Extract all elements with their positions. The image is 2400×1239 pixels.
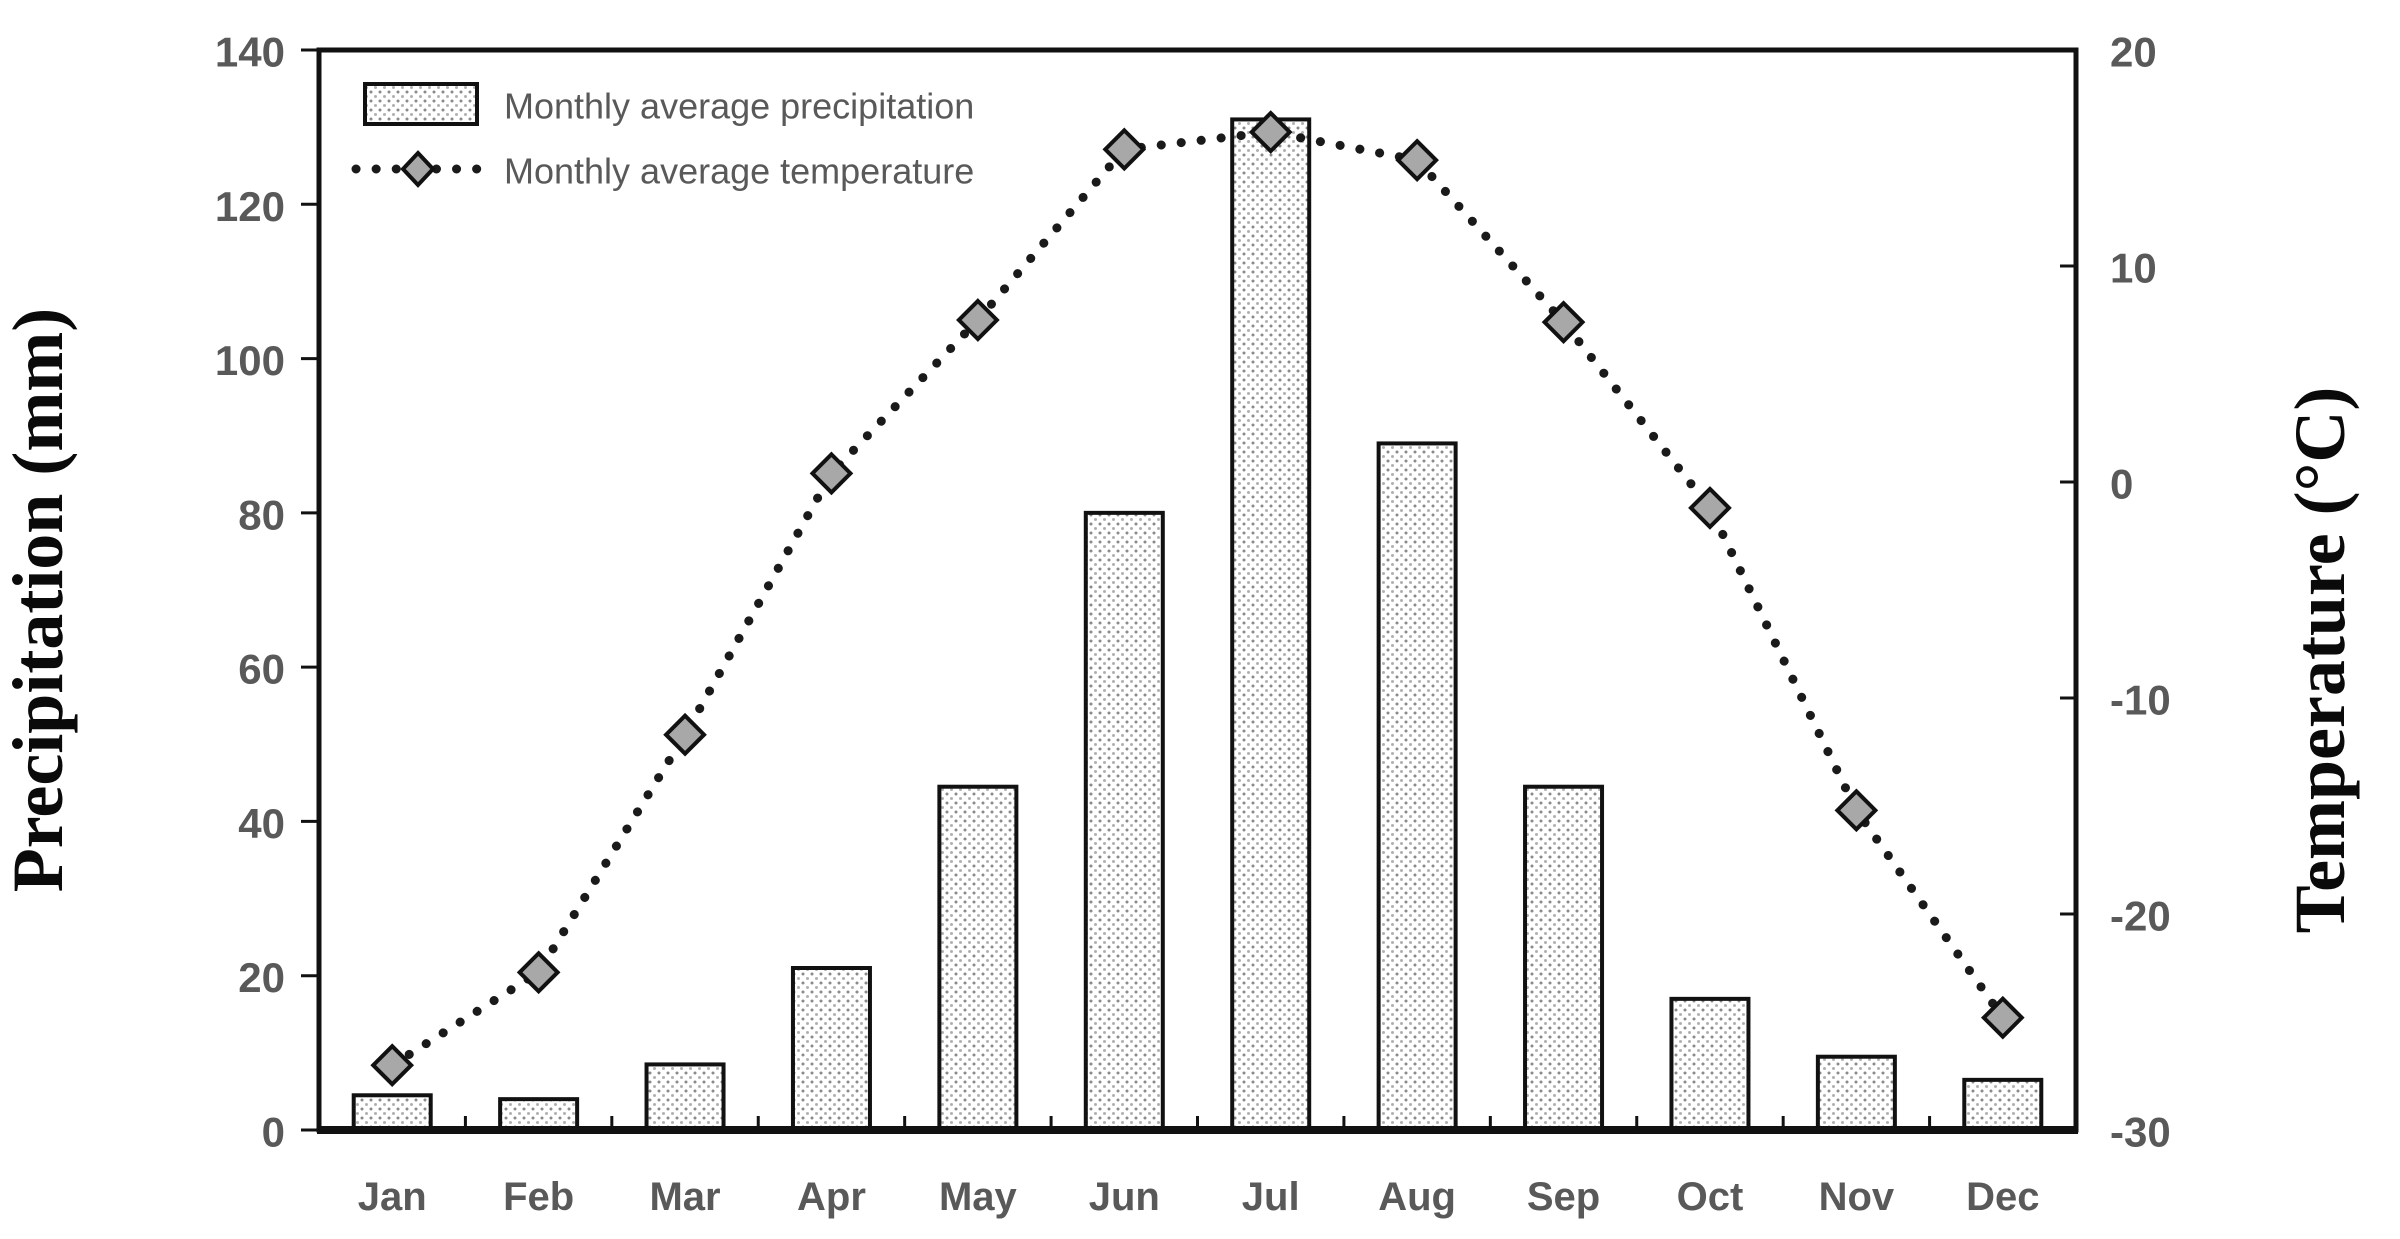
marker-jan [370,1043,415,1088]
marker-dec [1980,995,2025,1040]
left-axis-title: Precipitation (mm) [0,308,78,893]
left-axis-tick-label: 140 [215,29,285,76]
marker-aug [1395,138,1439,182]
marker-apr [809,451,854,496]
legend-precipitation-swatch [363,82,479,126]
x-tick-label-oct: Oct [1677,1175,1744,1219]
marker-oct [1688,486,1732,530]
axes [301,47,2079,1134]
legend-temperature-label: Monthly average temperature [504,151,974,192]
left-axis-tick-label: 0 [262,1109,285,1156]
right-axis-tick-label: -10 [2110,677,2171,724]
bar-dec [1962,1077,2044,1133]
right-axis-tick-label: 0 [2110,461,2133,508]
x-tick-label-jul: Jul [1242,1175,1300,1219]
left-axis-tick-label: 100 [215,337,285,384]
plot-border [316,47,2079,1133]
bar-series-precipitation [351,117,2044,1133]
x-tick-label-dec: Dec [1966,1175,2039,1219]
x-tick-label-jun: Jun [1089,1175,1160,1219]
right-axis-tick-label: 20 [2110,29,2157,76]
left-axis-tick-label: 120 [215,183,285,230]
bar-feb [498,1097,580,1132]
bar-may [937,784,1019,1132]
marker-jun [1102,127,1147,172]
bar-jan [351,1093,433,1133]
x-tick-label-apr: Apr [797,1175,866,1219]
legend-temperature-diamond-icon [400,150,436,188]
marker-may [956,298,1000,342]
legend-precipitation-label: Monthly average precipitation [504,86,974,127]
marker-feb [516,950,561,995]
x-tick-label-sep: Sep [1527,1175,1600,1219]
right-axis-title: Temperature (°C) [2280,387,2360,934]
x-tick-label-nov: Nov [1819,1175,1895,1219]
x-tick-label-feb: Feb [503,1175,574,1219]
left-axis-tick-label: 60 [238,646,285,693]
bar-sep [1523,784,1605,1132]
bar-nov [1815,1054,1897,1132]
line-series-temperature [370,110,2025,1088]
x-tick-label-may: May [939,1175,1018,1219]
legend: Monthly average precipitation Monthly av… [351,82,974,192]
axis-labels: 0 20 40 60 80 100 120 140 -30 -20 -10 0 10 20 Jan Feb Ma… [215,29,2171,1220]
bar-aug [1376,441,1458,1132]
x-tick-label-mar: Mar [649,1175,720,1219]
left-axis-tick-label: 20 [238,954,285,1001]
bar-jun [1083,510,1165,1132]
marker-sep [1541,300,1586,344]
x-tick-label-aug: Aug [1378,1175,1456,1219]
bar-mar [644,1062,726,1133]
x-tick-label-jan: Jan [358,1175,427,1219]
marker-mar [663,712,707,757]
right-axis-tick-label: -30 [2110,1109,2171,1156]
marker-jul [1248,110,1293,154]
left-axis-tick-label: 80 [238,491,285,538]
marker-nov [1834,788,1879,833]
bar-jul [1230,117,1312,1132]
temperature-dotted-line [387,127,2008,1070]
left-axis-tick-label: 40 [238,800,285,847]
right-axis-tick-label: 10 [2110,245,2157,292]
bar-apr [790,966,872,1132]
right-axis-tick-label: -20 [2110,893,2171,940]
bar-oct [1669,996,1751,1132]
